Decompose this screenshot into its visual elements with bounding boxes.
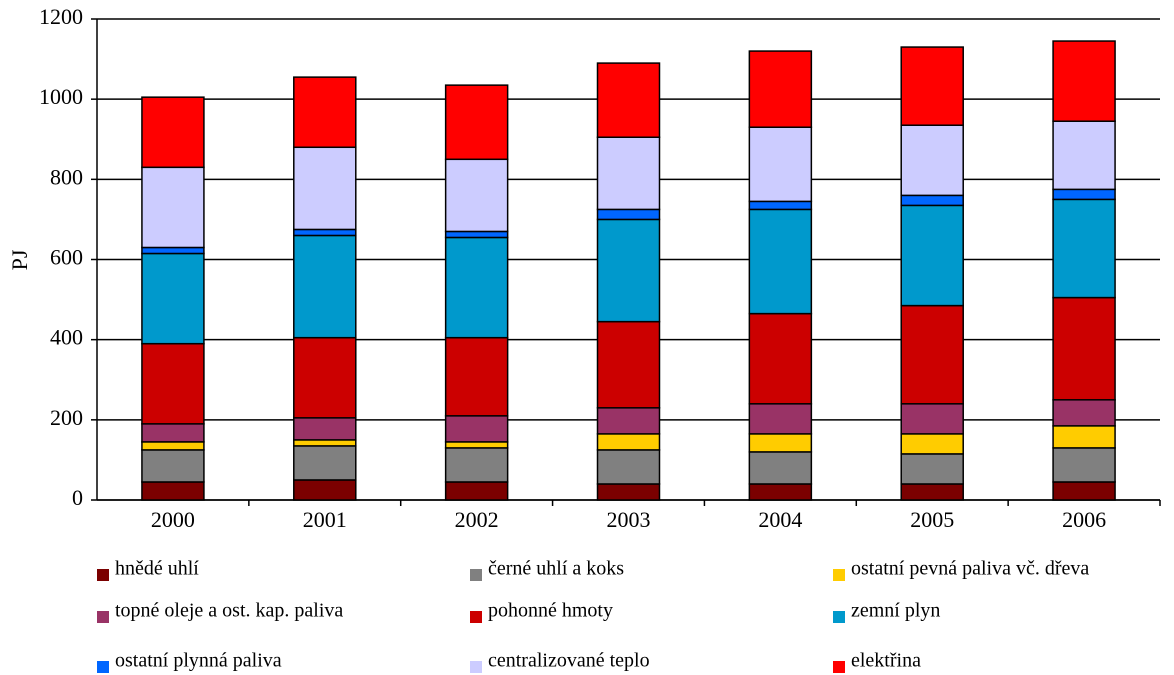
bar-segment bbox=[1052, 198, 1116, 299]
legend-label: centralizované teplo bbox=[488, 650, 650, 672]
bar-segment bbox=[141, 96, 205, 169]
bar-segment bbox=[293, 146, 357, 231]
bar-segment bbox=[1052, 481, 1116, 501]
bar-segment bbox=[444, 336, 509, 417]
bar-segment bbox=[1052, 40, 1116, 122]
bar-segment bbox=[141, 423, 205, 443]
bar-segment bbox=[293, 336, 357, 419]
bar-segment bbox=[444, 441, 509, 449]
bar-segment bbox=[1052, 447, 1116, 483]
bar-segment bbox=[900, 46, 964, 126]
legend-label: topné oleje a ost. kap. paliva bbox=[115, 600, 343, 622]
y-tick-label: 600 bbox=[50, 245, 83, 270]
y-tick-label: 400 bbox=[50, 325, 83, 350]
x-tick-label: 2006 bbox=[1062, 507, 1106, 532]
bar-segment bbox=[900, 453, 964, 485]
legend-label: elektřina bbox=[851, 650, 921, 672]
bar-segment bbox=[596, 136, 661, 211]
bar-segment bbox=[141, 166, 205, 249]
bar-segment bbox=[141, 252, 205, 345]
bar-segment bbox=[748, 433, 813, 453]
bar-segment bbox=[444, 158, 509, 233]
bar-segment bbox=[444, 415, 509, 443]
legend-label: hnědé uhlí bbox=[115, 558, 199, 580]
legend-swatch bbox=[97, 569, 109, 581]
bar-segment bbox=[596, 208, 661, 221]
bar-segment bbox=[596, 218, 661, 323]
bar-segment bbox=[293, 76, 357, 149]
legend-label: černé uhlí a koks bbox=[488, 558, 624, 580]
bar-segment bbox=[748, 483, 813, 501]
bar-segment bbox=[900, 304, 964, 405]
bar-segment bbox=[293, 417, 357, 441]
legend-swatch bbox=[97, 661, 109, 673]
y-tick-label: 800 bbox=[50, 164, 83, 189]
legend-swatch bbox=[833, 569, 845, 581]
bar-segment bbox=[596, 449, 661, 485]
bar-segment bbox=[141, 449, 205, 483]
bar-segment bbox=[293, 234, 357, 339]
bar-segment bbox=[1052, 296, 1116, 401]
x-tick-label: 2002 bbox=[455, 507, 499, 532]
bar-segment bbox=[748, 312, 813, 405]
bar-segment bbox=[900, 204, 964, 307]
legend-label: ostatní pevná paliva vč. dřeva bbox=[851, 558, 1089, 580]
x-tick-label: 2004 bbox=[758, 507, 802, 532]
bar-segment bbox=[596, 483, 661, 501]
bar-segment bbox=[293, 228, 357, 237]
bar-segment bbox=[141, 246, 205, 255]
bar-segment bbox=[1052, 425, 1116, 449]
legend-label: pohonné hmoty bbox=[488, 600, 613, 622]
legend-swatch bbox=[470, 569, 482, 581]
legend-swatch bbox=[470, 611, 482, 623]
bar-segment bbox=[596, 320, 661, 409]
bar-segment bbox=[141, 481, 205, 501]
bar-segment bbox=[596, 62, 661, 138]
bar-segment bbox=[596, 407, 661, 435]
bar-segment bbox=[748, 126, 813, 203]
bar-segment bbox=[141, 441, 205, 451]
bar-segment bbox=[900, 433, 964, 455]
bar-segment bbox=[1052, 120, 1116, 191]
bar-segment bbox=[900, 124, 964, 197]
x-tick-label: 2005 bbox=[910, 507, 954, 532]
bar-segment bbox=[748, 451, 813, 485]
bar-segment bbox=[900, 483, 964, 501]
legend-swatch bbox=[833, 611, 845, 623]
legend-swatch bbox=[97, 611, 109, 623]
bar-segment bbox=[444, 447, 509, 483]
bar-segment bbox=[748, 50, 813, 128]
bar-segment bbox=[748, 208, 813, 315]
bar-segment bbox=[141, 342, 205, 425]
x-tick-label: 2003 bbox=[607, 507, 651, 532]
bar-segment bbox=[748, 200, 813, 211]
legend-swatch bbox=[833, 661, 845, 673]
legend-label: zemní plyn bbox=[851, 600, 940, 622]
y-tick-label: 1000 bbox=[39, 84, 83, 109]
bar-segment bbox=[293, 445, 357, 481]
y-axis-label: PJ bbox=[7, 249, 32, 270]
bar-segment bbox=[900, 403, 964, 435]
x-tick-label: 2000 bbox=[151, 507, 195, 532]
bar-segment bbox=[444, 481, 509, 501]
y-tick-label: 0 bbox=[72, 485, 83, 510]
legend-swatch bbox=[470, 661, 482, 673]
bar-segment bbox=[444, 230, 509, 239]
bar-segment bbox=[748, 403, 813, 435]
bar-segment bbox=[596, 433, 661, 451]
bar-segment bbox=[293, 439, 357, 447]
x-tick-label: 2001 bbox=[303, 507, 347, 532]
y-tick-label: 200 bbox=[50, 405, 83, 430]
y-tick-label: 1200 bbox=[39, 4, 83, 29]
bar-segment bbox=[900, 194, 964, 207]
bar-segment bbox=[444, 84, 509, 161]
legend-label: ostatní plynná paliva bbox=[115, 650, 282, 672]
bar-segment bbox=[1052, 399, 1116, 427]
bar-segment bbox=[444, 236, 509, 339]
bar-segment bbox=[293, 479, 357, 501]
bar-segment bbox=[1052, 188, 1116, 201]
